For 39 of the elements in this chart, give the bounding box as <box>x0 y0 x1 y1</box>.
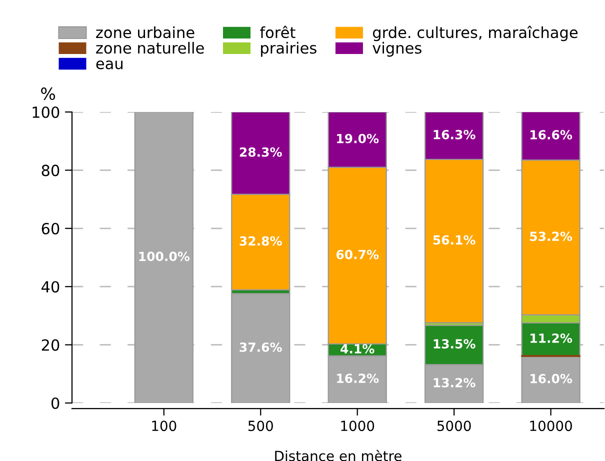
bar <box>134 112 194 403</box>
legend-label: eau <box>96 60 122 70</box>
data-label: 13.5% <box>434 339 476 349</box>
legend-label: zone urbaine <box>96 26 194 38</box>
legend-label: grde. cultures, maraîchage <box>372 26 578 42</box>
legend-label: vignes <box>372 42 422 57</box>
data-label: 37.6% <box>240 342 282 352</box>
x-tick-label: 1000 <box>341 420 374 432</box>
y-tick-label: 100 <box>32 106 60 118</box>
data-label: 11.2% <box>530 333 572 343</box>
x-tick-label: 500 <box>248 420 273 432</box>
data-label: 19.0% <box>337 134 379 144</box>
bar <box>231 293 290 403</box>
y-tick-label: 60 <box>42 222 60 234</box>
legend-label: prairies <box>261 42 316 57</box>
legend-label: forêt <box>260 26 296 38</box>
y-tick-label: 40 <box>42 281 60 293</box>
y-tick-label: 20 <box>42 339 60 351</box>
data-label: 100.0% <box>139 252 190 262</box>
data-label: 16.3% <box>434 130 476 140</box>
bar <box>521 356 580 403</box>
data-label: 16.6% <box>530 130 572 140</box>
data-label: 53.2% <box>530 232 572 242</box>
data-label: 13.2% <box>434 378 476 388</box>
data-label: 56.1% <box>433 235 476 245</box>
x-tick-label: 10000 <box>530 420 572 432</box>
legend-label: zone naturelle <box>96 42 204 54</box>
x-tick-label: 100 <box>152 420 176 432</box>
x-axis-title: Distance en mètre <box>275 450 402 461</box>
data-label: 16.2% <box>337 374 379 384</box>
data-label: 28.3% <box>240 147 282 157</box>
data-label: 16.0% <box>530 374 572 384</box>
x-tick-label: 5000 <box>437 420 471 432</box>
data-label: 4.1% <box>340 344 374 354</box>
data-label: 60.7% <box>336 250 379 260</box>
y-tick-label: 0 <box>51 397 60 410</box>
y-tick-label: 80 <box>42 164 60 176</box>
y-axis-title: % <box>41 87 56 100</box>
data-label: 32.8% <box>240 236 282 246</box>
